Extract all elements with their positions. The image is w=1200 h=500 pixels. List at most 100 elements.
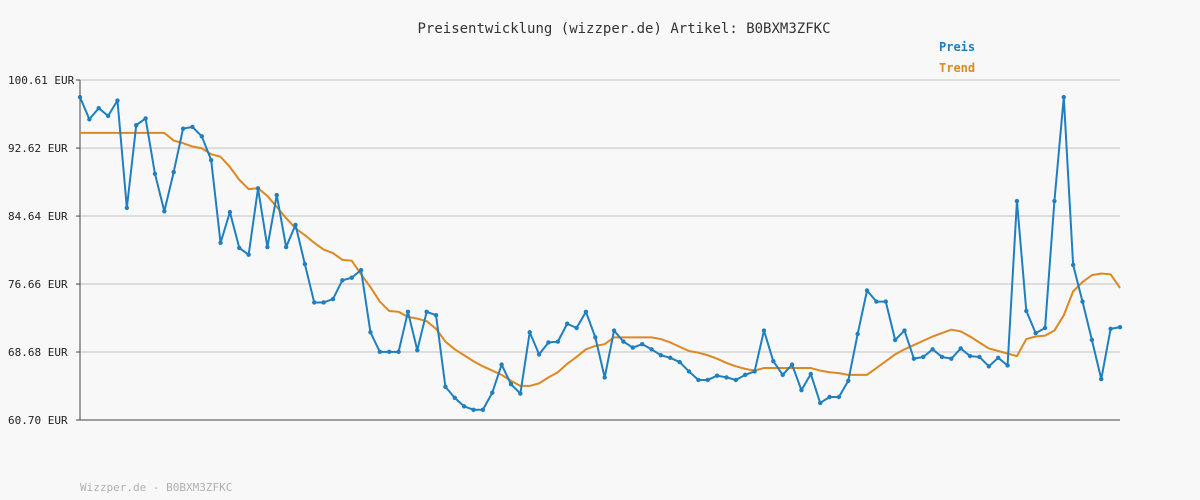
price-point [246, 252, 251, 257]
price-point [405, 309, 411, 315]
price-point [452, 395, 457, 401]
y-tick-label: 76.66 EUR [8, 278, 68, 291]
price-point [977, 354, 982, 360]
y-tick-label: 100.61 EUR [8, 74, 75, 87]
price-point [536, 352, 542, 357]
price-point [967, 353, 973, 359]
price-point [761, 328, 767, 333]
price-point [1108, 326, 1113, 332]
price-point [527, 330, 532, 335]
price-point [621, 339, 626, 344]
legend-price: Preis [939, 40, 975, 54]
price-point [1005, 363, 1010, 368]
y-tick-label: 60.70 EUR [8, 414, 68, 427]
price-point [892, 337, 898, 343]
price-point [340, 278, 345, 283]
price-point [949, 356, 954, 361]
price-point [424, 309, 429, 315]
price-point [461, 404, 467, 409]
price-point [1033, 330, 1038, 336]
price-point [639, 341, 645, 347]
price-point [939, 354, 945, 360]
price-point [986, 364, 992, 369]
price-point [799, 387, 804, 393]
price-point [115, 98, 120, 103]
price-point [274, 192, 279, 198]
price-point [87, 117, 92, 122]
price-point [546, 340, 551, 345]
price-point [143, 116, 148, 121]
price-point [958, 346, 963, 351]
price-point [555, 339, 561, 344]
price-point [396, 349, 401, 355]
price-point [855, 331, 860, 337]
price-point [349, 275, 354, 280]
price-point [96, 105, 101, 111]
price-point [930, 347, 935, 352]
price-point [874, 299, 879, 304]
price-point [771, 359, 776, 364]
price-point [752, 369, 757, 374]
price-point [312, 300, 317, 305]
price-point [668, 355, 673, 361]
price-point [1061, 94, 1066, 100]
price-point [124, 205, 130, 211]
price-point [658, 353, 664, 358]
price-point [789, 362, 795, 367]
price-point [237, 245, 242, 251]
price-point [368, 330, 373, 335]
price-point [415, 347, 420, 353]
y-tick-label: 68.68 EUR [8, 346, 68, 359]
y-axis: 100.61 EUR 92.62 EUR 84.64 EUR 76.66 EUR 68.… [8, 74, 80, 427]
price-point [1117, 324, 1123, 330]
price-point [471, 407, 476, 412]
price-point [302, 261, 308, 267]
price-point [283, 244, 289, 250]
price-point [386, 349, 392, 355]
price-point [677, 359, 682, 365]
price-point [199, 134, 205, 139]
price-line [79, 96, 1121, 411]
price-points [77, 94, 1123, 412]
price-point [808, 371, 814, 377]
price-point [1042, 325, 1048, 331]
price-point [480, 407, 486, 412]
price-point [724, 375, 729, 380]
price-point [433, 313, 439, 318]
price-point [293, 222, 298, 228]
legend-trend: Trend [939, 61, 975, 75]
trend-line [80, 131, 1121, 387]
price-point [1099, 376, 1104, 382]
price-point [162, 209, 167, 214]
price-point [518, 391, 523, 396]
price-point [602, 375, 607, 380]
price-point [995, 355, 1001, 361]
price-point [864, 288, 870, 293]
price-point [733, 377, 739, 383]
price-point [180, 126, 186, 131]
price-point [1052, 198, 1057, 204]
price-point [780, 372, 785, 378]
price-point [152, 171, 158, 176]
price-point [105, 113, 111, 119]
price-point [227, 209, 233, 215]
price-point [574, 325, 579, 331]
price-point [377, 349, 383, 355]
price-point [218, 240, 223, 246]
y-tick-label: 84.64 EUR [8, 210, 68, 223]
price-point [705, 377, 710, 383]
price-point [134, 123, 139, 128]
price-point [565, 321, 570, 326]
price-point [902, 328, 907, 333]
grid [80, 79, 1120, 421]
price-point [77, 94, 83, 100]
price-point [921, 354, 926, 360]
price-point [171, 169, 176, 175]
price-point [1024, 308, 1029, 314]
price-point [817, 400, 823, 406]
price-point [499, 362, 504, 367]
price-point [696, 377, 701, 383]
price-point [190, 124, 195, 130]
price-point [846, 378, 851, 384]
